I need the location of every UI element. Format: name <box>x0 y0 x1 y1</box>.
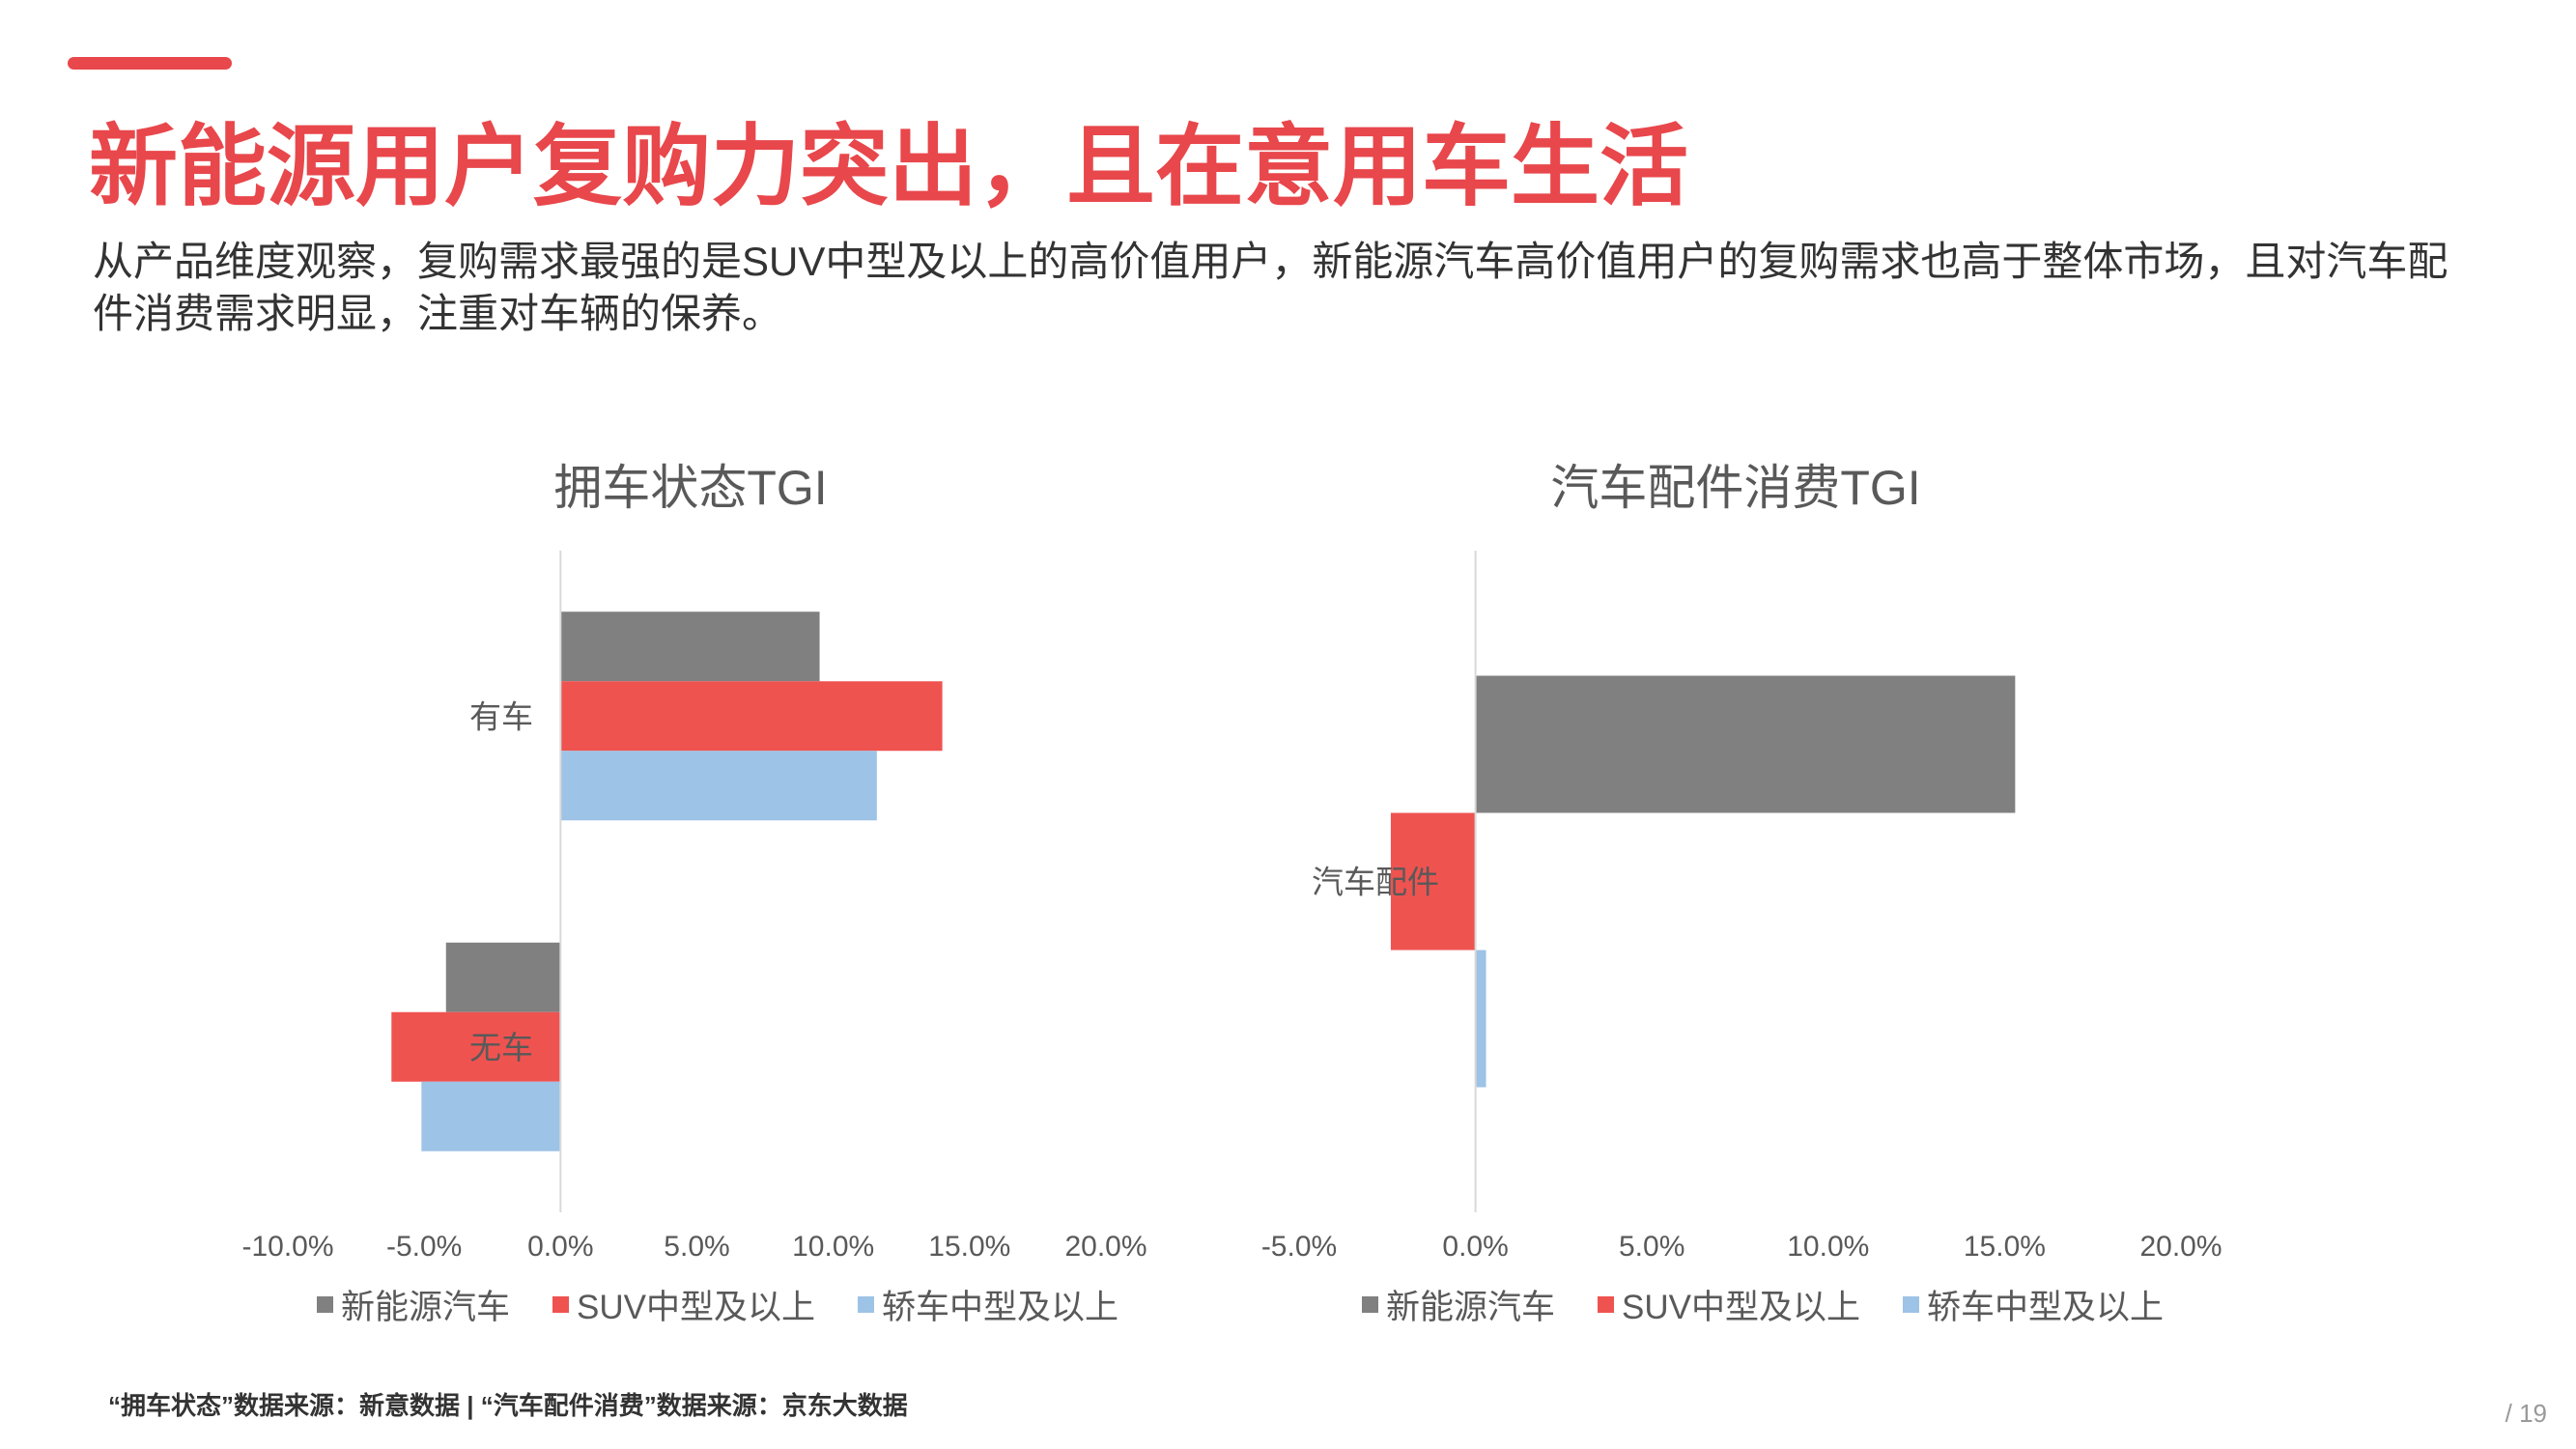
x-tick-label: -5.0% <box>386 1231 462 1263</box>
legend-label: 新能源汽车 <box>341 1289 511 1326</box>
category-label: 有车 <box>469 698 533 734</box>
bar-1-cat1-series2 <box>421 1081 561 1151</box>
bar-1-cat0-series2 <box>560 751 877 821</box>
x-tick-label: 5.0% <box>664 1231 729 1263</box>
x-tick-label: 15.0% <box>1964 1231 2046 1263</box>
x-tick-label: 0.0% <box>527 1231 593 1263</box>
x-tick-label: 20.0% <box>2139 1231 2222 1263</box>
bar-2-cat0-series0 <box>1475 675 2016 813</box>
page-subtitle: 从产品维度观察，复购需求最强的是SUV中型及以上的高价值用户，新能源汽车高价值用… <box>93 239 2449 336</box>
legend-item: 新能源汽车 <box>317 1280 510 1329</box>
legend-swatch <box>317 1296 333 1313</box>
chart1-legend: 新能源汽车 SUV中型及以上 轿车中型及以上 <box>317 1280 1118 1329</box>
legend-label: 轿车中型及以上 <box>1926 1289 2164 1326</box>
bar-1-cat0-series1 <box>560 681 943 752</box>
legend-item: 轿车中型及以上 <box>1902 1280 2164 1329</box>
legend-item: 轿车中型及以上 <box>857 1280 1118 1329</box>
legend-swatch <box>1902 1296 1919 1313</box>
bar-1-cat1-series0 <box>445 942 561 1012</box>
legend-item: 新能源汽车 <box>1362 1280 1555 1329</box>
source-footnote: “拥车状态”数据来源：新意数据 | “汽车配件消费”数据来源：京东大数据 <box>108 1391 908 1420</box>
chart2-legend: 新能源汽车 SUV中型及以上 轿车中型及以上 <box>1362 1280 2164 1329</box>
bar-2-cat0-series2 <box>1475 950 1486 1088</box>
category-label: 汽车配件 <box>1312 865 1439 900</box>
legend-label: 轿车中型及以上 <box>881 1289 1118 1326</box>
legend-swatch <box>552 1296 570 1313</box>
page-number: / 19 <box>2505 1399 2547 1428</box>
title-accent-bar <box>68 57 232 70</box>
legend-label: 新能源汽车 <box>1386 1289 1556 1326</box>
bar-1-cat0-series0 <box>560 611 820 682</box>
x-tick-label: 5.0% <box>1619 1231 1684 1263</box>
x-tick-label: 10.0% <box>792 1231 874 1263</box>
legend-label: SUV中型及以上 <box>1622 1289 1860 1326</box>
legend-label: SUV中型及以上 <box>577 1289 815 1326</box>
x-tick-label: 15.0% <box>928 1231 1010 1263</box>
x-tick-label: 20.0% <box>1064 1231 1146 1263</box>
x-tick-label: 0.0% <box>1442 1231 1508 1263</box>
chart2-title: 汽车配件消费TGI <box>1550 461 1921 515</box>
x-tick-label: 10.0% <box>1787 1231 1869 1263</box>
category-label: 无车 <box>469 1030 533 1065</box>
legend-item: SUV中型及以上 <box>1598 1280 1860 1329</box>
legend-item: SUV中型及以上 <box>552 1280 815 1329</box>
legend-swatch <box>1598 1296 1615 1313</box>
bar-2-cat0-series1 <box>1390 812 1476 951</box>
x-tick-label: -10.0% <box>241 1231 333 1263</box>
legend-swatch <box>857 1296 874 1313</box>
legend-swatch <box>1362 1296 1378 1313</box>
bar-1-cat1-series1 <box>391 1011 561 1082</box>
page-title: 新能源用户复购力突出，且在意用车生活 <box>89 118 1689 216</box>
chart1-title: 拥车状态TGI <box>553 461 828 515</box>
x-tick-label: -5.0% <box>1261 1231 1337 1263</box>
